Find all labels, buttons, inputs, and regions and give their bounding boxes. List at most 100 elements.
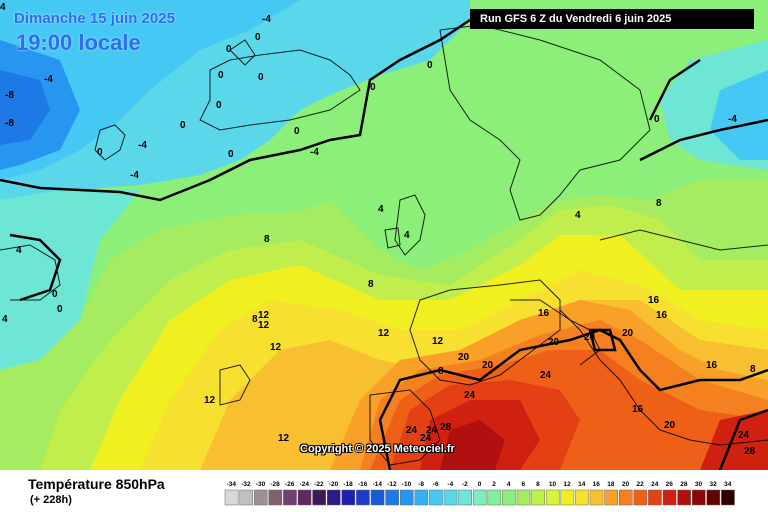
legend-swatch — [472, 489, 487, 506]
legend-swatch — [691, 489, 706, 506]
legend-tick-label: 28 — [680, 481, 688, 488]
legend-swatch — [356, 489, 370, 506]
legend-tick-label: -22 — [314, 481, 324, 488]
legend-swatch — [604, 489, 618, 506]
isotherm-label: 4 — [2, 314, 8, 325]
isotherm-label: 24 — [738, 430, 750, 441]
legend-swatch — [341, 489, 356, 506]
legend-swatch — [589, 489, 604, 506]
legend-swatch — [662, 489, 677, 506]
isotherm-label: 4 — [404, 230, 410, 241]
isotherm-label: 24 — [464, 390, 476, 401]
legend-tick-label: 24 — [651, 481, 659, 488]
legend-swatch — [326, 489, 341, 506]
legend-swatch — [224, 489, 239, 506]
isotherm-label: 20 — [548, 337, 560, 348]
isotherm-label: 16 — [648, 295, 660, 306]
isotherm-label: 24 — [406, 425, 418, 436]
legend-tick-label: 26 — [666, 481, 674, 488]
legend-swatch — [502, 489, 516, 506]
legend-swatch — [283, 489, 297, 506]
legend-tick-label: -24 — [300, 481, 310, 488]
legend-tick-label: 12 — [563, 481, 571, 488]
isotherm-label: 0 — [218, 70, 224, 81]
legend-tick-label: 4 — [507, 481, 511, 488]
legend-swatch — [253, 489, 268, 506]
isotherm-label: -4 — [130, 170, 139, 181]
isotherm-label: 0 — [654, 114, 660, 125]
legend-swatch — [370, 489, 385, 506]
legend-swatch — [297, 489, 312, 506]
isotherm-label: -4 — [728, 114, 737, 125]
map-title: Température 850hPa — [28, 476, 165, 492]
isotherm-label: 0 — [57, 304, 63, 315]
isotherm-label: 16 — [656, 310, 668, 321]
legend-tick-label: -28 — [270, 481, 280, 488]
legend-tick-label: 32 — [709, 481, 717, 488]
isotherm-label: -4 — [310, 147, 319, 158]
legend-tick-label: 30 — [695, 481, 703, 488]
isotherm-label: 0 — [294, 126, 300, 137]
isotherm-label: 20 — [664, 420, 676, 431]
isotherm-label: 8 — [438, 366, 444, 377]
legend-swatch — [560, 489, 575, 506]
run-info: Run GFS 6 Z du Vendredi 6 juin 2025 — [470, 9, 754, 29]
isotherm-label: 20 — [482, 360, 494, 371]
legend-tick-label: 22 — [636, 481, 644, 488]
legend-tick-label: -12 — [387, 481, 397, 488]
legend-tick-label: -10 — [402, 481, 412, 488]
legend-swatch — [239, 489, 253, 506]
isotherm-label: 4 — [378, 204, 384, 215]
isotherm-label: 0 — [216, 100, 222, 111]
legend-swatch — [618, 489, 633, 506]
isotherm-label: 4 — [16, 245, 22, 256]
legend-swatch — [721, 489, 735, 506]
isotherm-label: 0 — [255, 32, 261, 43]
legend-swatch — [385, 489, 399, 506]
legend-swatch — [545, 489, 560, 506]
legend-swatch — [312, 489, 326, 506]
isotherm-label: -8 — [5, 118, 14, 129]
isotherm-label: 20 — [584, 332, 596, 343]
isotherm-label: 0 — [370, 82, 376, 93]
isotherm-label: 16 — [632, 404, 644, 415]
legend-tick-label: -32 — [241, 481, 251, 488]
legend-tick-label: -4 — [447, 481, 453, 488]
color-legend: -34 -32 -30 -28 -26 -24 -22 -20 -18 -16 -14 -12 -10-… — [224, 481, 735, 506]
legend-tick-label: 18 — [607, 481, 615, 488]
isotherm-label: 8 — [264, 234, 270, 245]
legend-tick-label: -8 — [418, 481, 424, 488]
legend-tick-label: -34 — [227, 481, 237, 488]
legend-swatch — [458, 489, 472, 506]
isotherm-label: 8 — [750, 364, 756, 375]
forecast-date: Dimanche 15 juin 2025 — [14, 10, 175, 27]
legend-tick-label: -14 — [373, 481, 383, 488]
legend-tick-label: 10 — [549, 481, 557, 488]
isotherm-label: 12 — [378, 328, 390, 339]
isotherm-label: 24 — [540, 370, 552, 381]
legend-swatch — [531, 489, 545, 506]
isotherm-label: 8 — [252, 314, 258, 325]
isotherm-label: 12 — [432, 336, 444, 347]
isotherm-label: -4 — [44, 74, 53, 85]
isotherm-label: 0 — [97, 147, 103, 158]
isotherm-label: 12 — [204, 395, 216, 406]
legend-swatch — [648, 489, 662, 506]
legend-swatch — [575, 489, 589, 506]
isotherm-label: -4 — [138, 140, 147, 151]
isotherm-label: 0 — [258, 72, 264, 83]
isotherm-label: 12 — [278, 433, 290, 444]
isotherm-label: 24 — [426, 425, 438, 436]
legend-tick-label: 20 — [622, 481, 630, 488]
legend-swatch — [487, 489, 502, 506]
isotherm-label: 24 — [420, 433, 432, 444]
legend-swatch — [429, 489, 443, 506]
legend-tick-label: 14 — [578, 481, 586, 488]
legend-swatch — [399, 489, 414, 506]
legend-tick-label: 16 — [593, 481, 601, 488]
legend-tick-label: 8 — [536, 481, 540, 488]
isotherm-label: 16 — [706, 360, 718, 371]
isotherm-labels: -8 -8 -4 -4 -4 -4 -4 -4 0 0 0 0 0 0 0 0 … — [0, 2, 756, 457]
forecast-time: 19:00 locale — [16, 30, 141, 55]
legend-tick-label: -30 — [256, 481, 266, 488]
